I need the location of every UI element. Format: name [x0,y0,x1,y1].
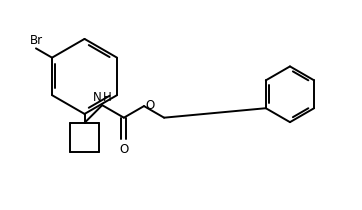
Text: Br: Br [29,34,42,47]
Text: O: O [146,98,155,112]
Text: H: H [103,91,112,104]
Text: N: N [93,91,101,104]
Text: O: O [119,143,129,156]
